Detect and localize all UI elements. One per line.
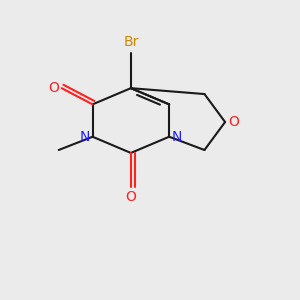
Text: Br: Br <box>123 35 139 49</box>
Text: O: O <box>229 115 239 129</box>
Text: N: N <box>172 130 182 144</box>
Text: O: O <box>48 81 59 95</box>
Text: N: N <box>79 130 90 144</box>
Text: O: O <box>125 190 136 204</box>
